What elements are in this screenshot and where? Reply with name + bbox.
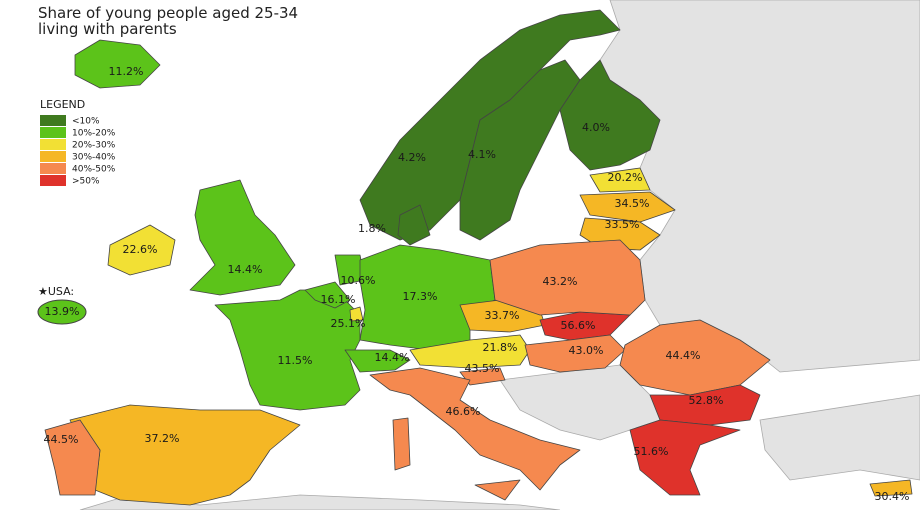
country-value: 14.4% (375, 351, 410, 364)
country-value: 37.2% (145, 432, 180, 445)
usa-marker (37, 299, 87, 325)
title-line: living with parents (38, 20, 177, 38)
denmark (397, 204, 431, 246)
country-value: 4.0% (582, 121, 610, 134)
country-value: 11.2% (109, 65, 144, 78)
country-value: 46.6% (446, 405, 481, 418)
title-line: Share of young people aged 25-34 (38, 4, 298, 22)
legend-swatch (40, 115, 66, 126)
country-value: 43.2% (543, 275, 578, 288)
country-value: 43.0% (569, 344, 604, 357)
belgium (304, 281, 351, 309)
legend-swatch (40, 175, 66, 186)
country-value: 20.2% (608, 171, 643, 184)
country-value: 33.7% (485, 309, 520, 322)
legend-label: <10% (72, 117, 100, 127)
legend-label: 20%-30% (72, 141, 116, 151)
legend-label: 10%-20% (72, 129, 116, 139)
greece (629, 419, 741, 496)
country-value: 34.5% (615, 197, 650, 210)
legend-swatch (40, 139, 66, 150)
country-value: 52.8% (689, 394, 724, 407)
country-value: 22.6% (123, 243, 158, 256)
country-value: 11.5% (278, 354, 313, 367)
italy (369, 367, 581, 491)
switzerland (344, 349, 411, 373)
country-value: 4.1% (468, 148, 496, 161)
country-value: 25.1% (331, 317, 366, 330)
legend-label: 30%-40% (72, 153, 116, 163)
uk (189, 179, 296, 296)
portugal (44, 419, 101, 496)
turkey (759, 394, 920, 481)
country-value: 33.5% (605, 218, 640, 231)
country-value: 44.5% (44, 433, 79, 446)
hungary (524, 334, 626, 373)
cyprus (869, 479, 913, 497)
finland (559, 59, 661, 171)
latvia (579, 191, 676, 223)
estonia (589, 167, 651, 193)
country-value: 10.6% (341, 274, 376, 287)
romania (619, 319, 771, 396)
sicily (474, 479, 521, 501)
legend-title: LEGEND (40, 98, 85, 111)
country-value: 4.2% (398, 151, 426, 164)
iceland (74, 39, 161, 89)
legend-swatch (40, 151, 66, 162)
country-value: 21.8% (483, 341, 518, 354)
luxembourg (349, 306, 364, 322)
country-labels: 11.2% 4.2% 4.1% 4.0% 1.8% 20.2% 34.5% 33… (44, 65, 910, 503)
legend-swatch (40, 127, 66, 138)
country-value: 14.4% (228, 263, 263, 276)
legend-label: >50% (72, 177, 100, 187)
country-value: 1.8% (358, 222, 386, 235)
ireland (107, 224, 176, 276)
country-value: 44.4% (666, 349, 701, 362)
country-value: 30.4% (875, 490, 910, 503)
legend-swatch (40, 163, 66, 174)
usa-value: 13.9% (45, 305, 80, 318)
country-value: 17.3% (403, 290, 438, 303)
country-value: 56.6% (561, 319, 596, 332)
poland (489, 239, 646, 316)
austria (409, 334, 531, 369)
sardinia (392, 417, 411, 471)
legend-label: 40%-50% (72, 165, 116, 175)
usa-label: ★USA: (38, 285, 74, 298)
country-value: 16.1% (321, 293, 356, 306)
norway (359, 9, 621, 241)
country-value: 43.5% (465, 362, 500, 375)
country-value: 51.6% (634, 445, 669, 458)
